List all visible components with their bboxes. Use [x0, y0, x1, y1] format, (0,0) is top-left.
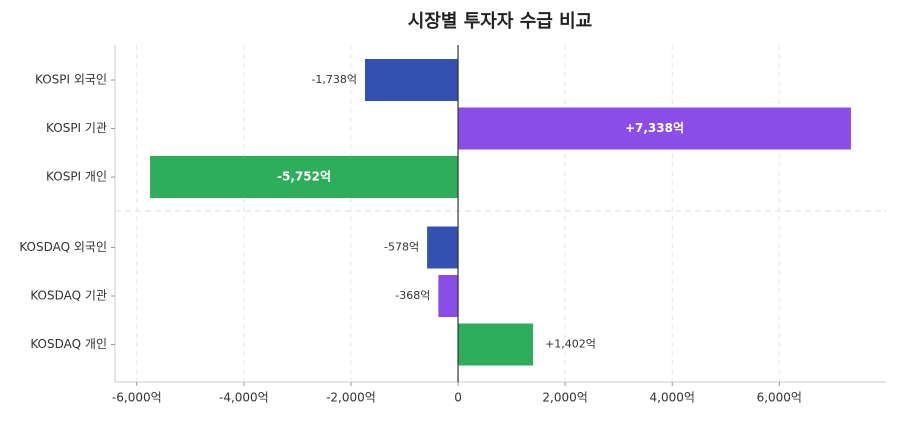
bar — [458, 323, 534, 366]
y-tick-label: KOSPI 기관 — [46, 121, 107, 135]
value-label: +1,402억 — [545, 338, 596, 351]
y-tick-label: KOSDAQ 개인 — [30, 337, 107, 351]
x-tick-label: -6,000억 — [112, 391, 162, 405]
x-tick-label: 6,000억 — [757, 391, 802, 405]
y-tick-label: KOSDAQ 기관 — [30, 289, 107, 303]
bar — [427, 226, 459, 269]
value-label: -578억 — [384, 241, 419, 254]
bar — [364, 59, 459, 101]
bar — [150, 156, 459, 198]
y-tick-label: KOSDAQ 외국인 — [19, 240, 107, 254]
bar — [438, 275, 459, 317]
chart-title: 시장별 투자자 수급 비교 — [408, 11, 592, 32]
value-label: -368억 — [395, 289, 430, 302]
x-tick-label: 0 — [454, 391, 462, 405]
y-tick-label: KOSPI 외국인 — [35, 73, 107, 87]
x-tick-label: 2,000억 — [542, 391, 587, 405]
x-tick-label: -4,000억 — [219, 391, 269, 405]
value-label: -5,752억 — [277, 170, 331, 184]
y-tick-label: KOSPI 개인 — [46, 170, 107, 184]
value-label: -1,738억 — [311, 73, 357, 86]
x-tick-label: 4,000억 — [650, 391, 695, 405]
x-tick-label: -2,000억 — [326, 391, 376, 405]
bar — [458, 107, 851, 150]
value-label: +7,338억 — [625, 121, 684, 135]
